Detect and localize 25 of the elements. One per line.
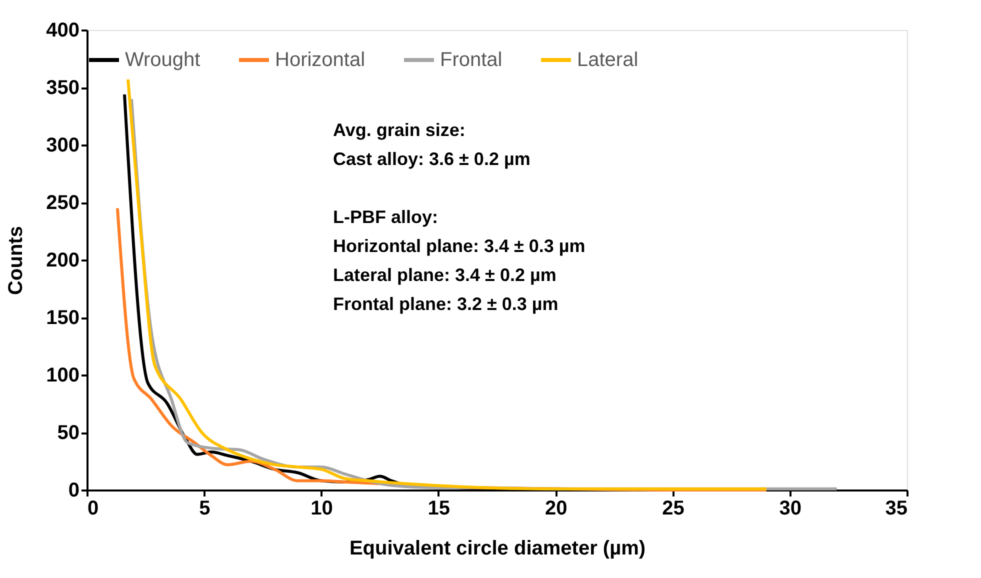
y-tick-label: 150: [46, 307, 80, 329]
x-tick-label: 25: [662, 498, 684, 520]
y-tick-label: 350: [46, 77, 80, 99]
y-tick-label: 0: [68, 480, 80, 502]
legend-label: Horizontal: [275, 49, 366, 71]
y-tick-label: 200: [46, 250, 80, 272]
x-tick-label: 10: [310, 498, 333, 520]
annotation: Avg. grain size: Cast alloy: 3.6 ± 0.2 µm: [333, 120, 530, 169]
x-axis-title: Equivalent circle diameter (µm): [349, 538, 646, 560]
y-tick-label: 100: [46, 364, 80, 386]
y-tick-label: 400: [46, 20, 80, 42]
y-tick-label: 250: [46, 192, 80, 214]
legend-label: Wrought: [125, 49, 201, 71]
x-tick-label: 15: [428, 498, 450, 520]
y-tick-label: 300: [46, 134, 80, 156]
x-tick-label: 5: [199, 498, 210, 520]
x-tick-label: 0: [88, 498, 99, 520]
y-axis-title: Counts: [5, 226, 28, 295]
legend-label: Lateral: [577, 49, 638, 71]
x-tick-label: 35: [885, 498, 908, 520]
x-tick-label: 20: [544, 498, 568, 520]
y-tick-label: 50: [57, 422, 80, 444]
annotation: L-PBF alloy: Horizontal plane: 3.4 ± 0.3 µm Lateral plane: 3.4 ± 0.2 µm Frontal plane: 3.2 ± 0.3 µm: [333, 207, 586, 314]
legend-label: Frontal: [440, 49, 502, 71]
x-tick-label: 30: [779, 498, 802, 520]
